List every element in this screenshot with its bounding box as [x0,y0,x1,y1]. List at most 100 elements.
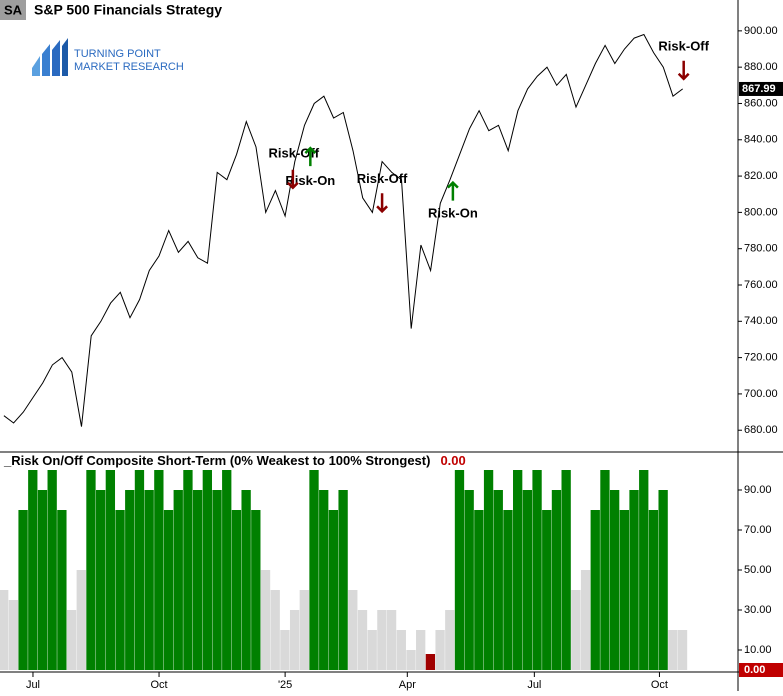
composite-bar [609,490,620,670]
symbol: SA [4,2,23,17]
composite-bar [474,510,484,670]
composite-bar [348,590,358,670]
y-tick-label: 70.00 [744,524,772,536]
annotation: Risk-On [428,206,478,221]
y-tick-label: 680.00 [744,424,778,436]
symbol-box [0,0,26,20]
composite-bar [639,470,649,670]
panel-title-text: _Risk On/Off Composite Short-Term (0% We… [3,453,430,468]
composite-bar [357,610,368,670]
composite-bar [47,470,57,670]
signal-arrow [304,146,317,167]
composite-bar [542,510,552,670]
composite-bar [192,490,203,670]
annotation: Risk-Off [269,146,320,161]
x-tick-label: Jul [527,679,541,691]
composite-bar [57,510,67,670]
y-tick-label: 900.00 [744,25,778,37]
composite-bar [183,470,193,670]
composite-bar [503,510,513,670]
price-line [3,33,684,427]
composite-bar [464,490,474,670]
composite-bar [299,590,309,670]
composite-bar [445,610,455,670]
composite-bar [648,510,659,670]
logo-bar [32,56,40,76]
y-tick-label: 760.00 [744,279,778,291]
composite-bar [571,590,581,670]
composite-bar [580,570,591,670]
y-tick-label: 800.00 [744,206,778,218]
composite-bar [173,490,183,670]
composite-bar [154,470,164,670]
composite-bar [260,570,271,670]
logo-bar [52,40,60,76]
composite-bar [0,590,9,670]
signal-arrow [447,180,459,201]
composite-bar [319,490,329,670]
composite-bar [222,470,232,670]
composite-bar [677,630,688,670]
composite-bar [289,610,300,670]
composite-bar [532,470,542,670]
composite-bar [386,610,397,670]
x-tick-label: Jul [26,679,40,691]
chart-title: S&P 500 Financials Strategy [34,2,222,18]
signal-arrow [286,169,299,190]
composite-bar [231,510,242,670]
y-tick-label: 30.00 [744,604,772,616]
composite-bar [28,470,38,670]
y-tick-label: 860.00 [744,97,778,109]
composite-bar [406,650,416,670]
composite-bar [134,470,145,670]
panel-title: _Risk On/Off Composite Short-Term (0% We… [3,453,466,468]
x-tick-label: '25 [278,679,292,691]
y-tick-label: 840.00 [744,134,778,146]
composite-bar [144,490,154,670]
logo-bar [62,38,68,76]
composite-bar [658,490,668,670]
composite-bar [163,510,174,670]
composite-bar [668,630,678,670]
logo-text: TURNING POINT [74,48,161,60]
current-value-axis-label: 0.00 [744,664,765,676]
logo-text: MARKET RESEARCH [74,61,184,73]
signal-arrow [677,60,690,81]
composite-bar [76,570,86,670]
composite-bar [416,630,426,670]
composite-bar [396,630,406,670]
composite-bar [561,470,571,670]
current-value: 0.00 [440,453,465,468]
logo-bar [42,44,50,76]
composite-bar [328,510,339,670]
composite-bar [367,630,377,670]
y-tick-label: 820.00 [744,170,778,182]
composite-bar [522,490,533,670]
y-tick-label: 780.00 [744,243,778,255]
composite-bar [18,510,28,670]
last-value-label: 867.99 [742,83,776,95]
composite-bar [125,490,135,670]
composite-bar [454,470,465,670]
annotation: Risk-Off [658,39,709,54]
composite-bar [309,470,319,670]
composite-bar [212,490,222,670]
composite-bar [493,490,503,670]
composite-bar [241,490,251,670]
composite-bar [115,510,125,670]
composite-bar [338,490,348,670]
signal-arrow [376,193,388,214]
last-value-box [739,81,783,96]
logo: TURNING POINT MARKET RESEARCH [32,38,184,76]
composite-bar [513,470,523,670]
composite-bar [600,470,610,670]
annotation: Risk-Off [357,171,408,186]
y-tick-label: 880.00 [744,61,778,73]
composite-bar [251,510,261,670]
y-tick-label: 90.00 [744,484,772,496]
composite-bar [425,654,436,670]
y-tick-label: 720.00 [744,352,778,364]
composite-bar [96,490,106,670]
composite-bar [590,510,600,670]
